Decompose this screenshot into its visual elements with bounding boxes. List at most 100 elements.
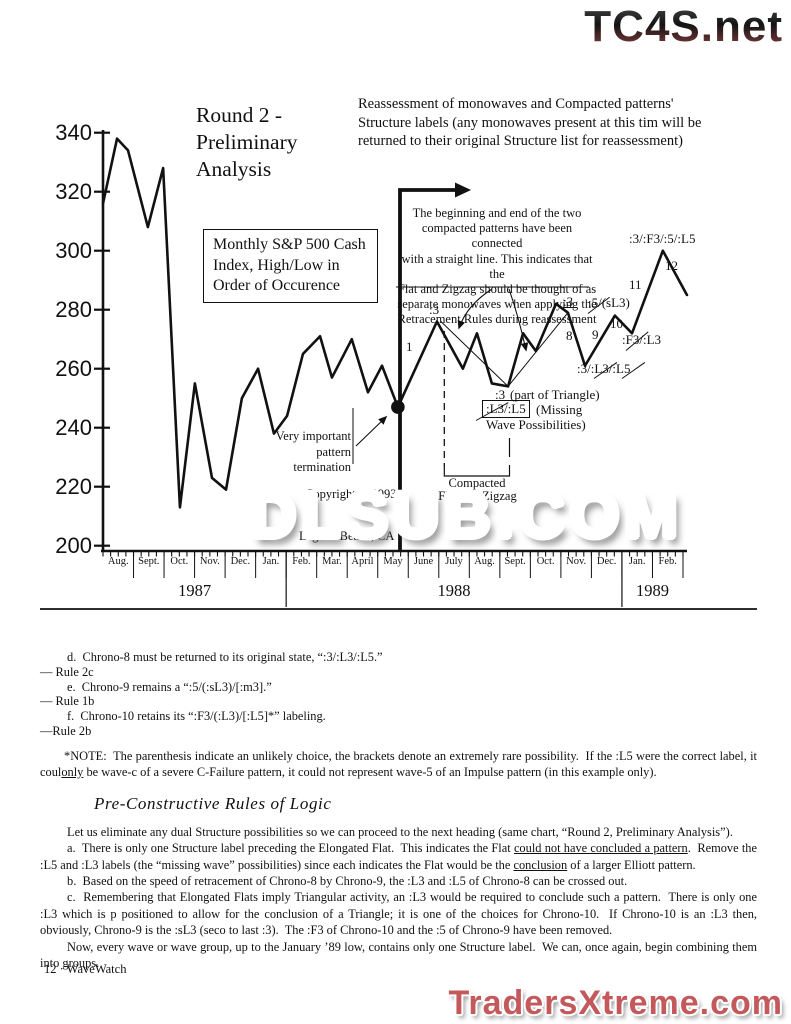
- text-segment: of a larger Elliott pattern.: [567, 857, 696, 872]
- text-line: Index, High/Low in: [213, 256, 340, 274]
- price-line: [101, 137, 689, 509]
- month-label: Nov.: [199, 556, 220, 567]
- month-label: Mar.: [322, 556, 342, 567]
- rule-ref-1b: — Rule 1b: [40, 694, 95, 709]
- dlsub-watermark: DLSUB.COM: [250, 479, 683, 551]
- month-label: Feb.: [658, 556, 677, 567]
- missing-wave-text-1: (Missing: [536, 402, 583, 417]
- text-line: Flat and Zigzag should be thought of as: [397, 282, 597, 297]
- month-label: May: [383, 556, 403, 567]
- text-segment: . Remove the :L5 and :L3 labels (the “mi…: [40, 841, 761, 872]
- termination-arrow-icon: [355, 415, 388, 447]
- chart-heading: Round 2 - Preliminary Analysis: [196, 102, 298, 183]
- rule-item-f: f. Chrono-10 retains its “:F3/(:L3)/[:L5…: [67, 709, 326, 724]
- text-line: separate monowaves when applying the: [397, 297, 597, 312]
- compacted-label-line2: Flat and Zigzag: [430, 489, 525, 504]
- month-label: Aug.: [474, 556, 495, 567]
- rule-ref-2c: — Rule 2c: [40, 664, 94, 679]
- body-paragraph-c: c. Remembering that Elongated Flats impl…: [40, 889, 757, 938]
- structure-label-3-first: :3: [429, 302, 440, 317]
- text-segment: b. Based on the speed of retracement of …: [67, 874, 628, 888]
- rule-item-d: d. Chrono-8 must be returned to its orig…: [67, 650, 383, 664]
- text-line: compacted patterns have been connected: [421, 221, 573, 251]
- divider-arrowhead-icon: [455, 182, 471, 198]
- wave-label-12: 12: [665, 258, 678, 273]
- y-tick-label: 320: [55, 178, 92, 204]
- text-line: Retracement Rules during reassessment: [397, 312, 597, 327]
- text-segment: c. Remembering that Elongated Flats impl…: [40, 890, 761, 938]
- structure-label-3-underlined: :3: [563, 294, 574, 309]
- text-line: pattern: [316, 444, 351, 459]
- text-segment: *NOTE: The parenthesis indicate an unlik…: [40, 748, 761, 779]
- compacted-patterns-callout: The beginning and end of the two compacte…: [396, 206, 598, 328]
- structure-label-3-l3-l5: :3/:L3/:L5: [577, 361, 631, 376]
- rule-ref-2b: —Rule 2b: [40, 723, 92, 738]
- wave-label-8: 8: [566, 328, 573, 343]
- note-paragraph: *NOTE: The parenthesis indicate an unlik…: [40, 748, 757, 780]
- text-segment: be wave-c of a severe C-Failure pattern,…: [83, 764, 657, 779]
- copyright-line: Copyright © 1993: [305, 487, 396, 502]
- y-tick-label: 220: [55, 473, 92, 499]
- callout-arrow-right-icon: [508, 288, 529, 352]
- month-label: Dec.: [596, 556, 617, 567]
- pattern-termination-dot: [391, 400, 405, 414]
- underlined-text: only: [61, 764, 84, 779]
- text-line: Order of Occurence: [213, 277, 341, 294]
- rule-item-e: e. Chrono-9 remains a “:5/(:sL3)/[:m3].”: [67, 679, 272, 694]
- month-label: Feb.: [292, 556, 311, 567]
- y-tick-label: 280: [55, 296, 92, 322]
- callout-arrow-left-icon: [457, 288, 493, 330]
- triangle-label-3: :3: [495, 387, 506, 402]
- location-line: Laguna Beach, CA: [299, 529, 394, 544]
- structure-label-top-sequence: :3/:F3/:5/:L5: [629, 231, 696, 246]
- month-label: Oct.: [536, 556, 555, 567]
- y-tick-label: 340: [55, 119, 92, 145]
- text-line: termination: [293, 460, 351, 474]
- wave-label-11: 11: [629, 277, 642, 292]
- text-line: Monthly S&P 500 Cash: [213, 236, 366, 253]
- month-label: Aug.: [107, 556, 129, 567]
- y-tick-label: 300: [55, 237, 92, 263]
- month-label: Nov.: [566, 556, 587, 567]
- wave-label-1: 1: [406, 339, 413, 354]
- underlined-text: conclusion: [513, 857, 568, 872]
- section-heading: Pre-Constructive Rules of Logic: [94, 793, 332, 813]
- text-segment: a. There is only one Structure label pre…: [67, 841, 514, 856]
- month-label: Jan.: [262, 556, 280, 567]
- month-label: June: [413, 556, 434, 567]
- pattern-termination-callout: Very important pattern termination: [258, 429, 351, 476]
- compacted-bracket: [443, 465, 511, 477]
- body-paragraph-a: a. There is only one Structure label pre…: [40, 840, 757, 873]
- text-line: Preliminary: [196, 130, 298, 154]
- y-tick-label: 240: [55, 414, 92, 440]
- y-tick-label: 260: [55, 355, 92, 381]
- text-segment: Let us eliminate any dual Structure poss…: [67, 824, 733, 839]
- reassessment-divider-line: [398, 188, 456, 552]
- text-line: Reassessment of monowaves and Compacted …: [358, 96, 674, 112]
- text-line: Analysis: [196, 157, 272, 181]
- tradersxtreme-watermark: TradersXtreme.com: [448, 984, 783, 1022]
- text-line: Round 2 -: [196, 103, 282, 127]
- text-line: with a straight line. This indicates tha…: [401, 251, 593, 281]
- text-line: Very important: [275, 429, 351, 443]
- missing-wave-text-2: Wave Possibilities): [486, 417, 586, 432]
- missing-wave-box: :L3/:L5: [482, 400, 530, 418]
- underlined-text: could not have concluded a pattern: [513, 841, 688, 856]
- month-label: April: [351, 556, 374, 567]
- tc4s-watermark: TC4S.net: [584, 2, 783, 51]
- body-text: d. Chrono-8 must be returned to its orig…: [40, 650, 757, 971]
- structure-label-5-sl3: :5/(sL3): [588, 295, 630, 310]
- body-paragraph-intro: Let us eliminate any dual Structure poss…: [40, 824, 757, 840]
- y-tick-label: 200: [55, 532, 92, 558]
- reassessment-note: Reassessment of monowaves and Compacted …: [358, 95, 753, 151]
- text-line: returned to their original Structure lis…: [358, 133, 683, 150]
- chart-title-box: Monthly S&P 500 Cash Index, High/Low in Or…: [203, 229, 378, 303]
- wave-label-10: 10: [610, 316, 623, 331]
- text-line: The beginning and end of the two: [412, 206, 582, 220]
- structure-label-f3-l3: :F3/:L3: [622, 332, 662, 347]
- text-line: Structure labels (any monowaves present …: [358, 114, 702, 131]
- page-number: 12 · WaveWatch: [44, 962, 127, 976]
- month-label: Sept.: [138, 556, 160, 567]
- wave-label-9: 9: [592, 327, 599, 342]
